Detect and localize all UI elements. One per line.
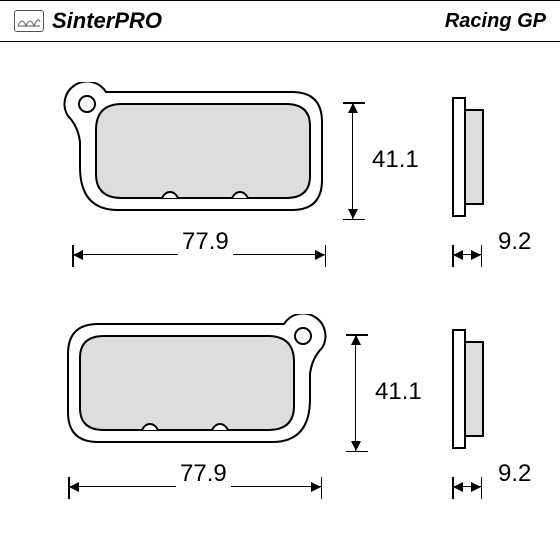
dim-bottom-thick-label: 9.2 <box>498 460 531 488</box>
diagram-area: 41.1 77.9 9.2 41.1 <box>0 42 560 560</box>
header-bar: SinterPRO Racing GP <box>0 0 560 42</box>
dim-top-height-label: 41.1 <box>372 146 419 174</box>
dim-top-thick-label: 9.2 <box>498 228 531 256</box>
brand-name: SinterPRO <box>52 8 162 34</box>
dim-top-width-label: 77.9 <box>178 228 233 256</box>
dim-bottom-width-label: 77.9 <box>176 460 231 488</box>
brake-pad-bottom-side <box>445 324 495 459</box>
brake-pad-bottom-front <box>60 314 330 449</box>
product-line: Racing GP <box>445 10 546 33</box>
dim-top-thick <box>452 254 482 255</box>
dim-bottom-thick <box>452 486 482 487</box>
dim-bottom-height <box>355 334 356 452</box>
dim-bottom-height-label: 41.1 <box>375 378 422 406</box>
brand-logo-icon <box>14 10 44 32</box>
brand-logo-box: SinterPRO <box>14 8 162 34</box>
brake-pad-top-side <box>445 92 495 227</box>
dim-top-height <box>352 102 353 220</box>
brake-pad-top-front <box>60 82 330 217</box>
